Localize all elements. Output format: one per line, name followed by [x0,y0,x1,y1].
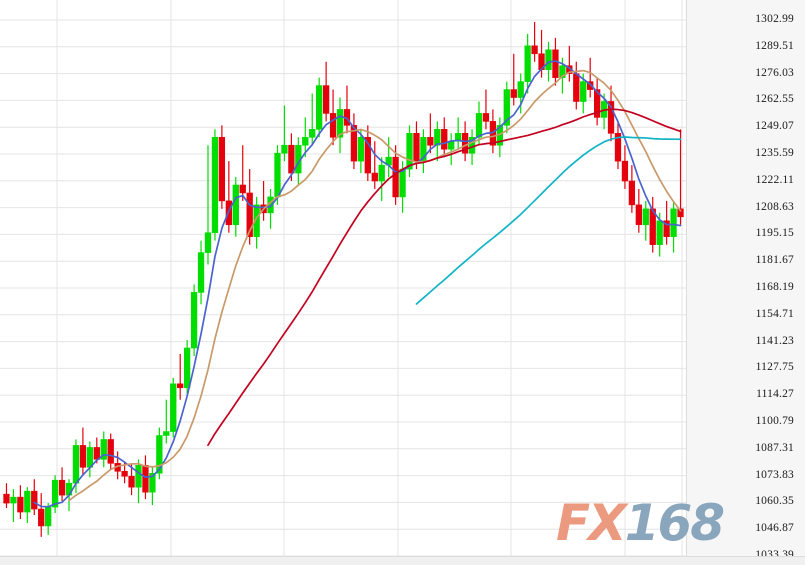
candlestick-chart-svg[interactable] [0,0,686,556]
bottom-axis-strip [0,556,805,565]
ma-line-MA-xlong [415,136,682,305]
price-axis-label: 1046.87 [755,522,794,535]
price-axis-label: 1181.67 [755,254,794,267]
ma-line-MA-short [33,60,682,508]
price-axis-label: 1195.15 [755,227,794,240]
candlestick-series [3,21,684,537]
price-axis-label: 1289.51 [755,39,794,52]
price-axis-label: 1262.55 [755,93,794,106]
price-axis-label: 1100.79 [755,415,794,427]
price-axis-label: 1154.71 [755,307,794,320]
price-axis-label: 1235.59 [755,147,794,159]
price-axis-label: 1114.27 [756,388,794,401]
price-axis-panel[interactable]: 1302.99 1289.51 1276.03 1262.55 1249.07 1235.… [686,0,805,561]
price-axis-label: 1249.07 [755,120,794,133]
price-axis-label: 1276.03 [755,66,794,79]
price-axis-label: 1073.83 [755,468,794,481]
price-axis-label: 1302.99 [755,13,794,25]
grid-lines [0,0,686,556]
price-axis-label: 1087.31 [755,441,794,454]
price-axis-label: 1141.23 [755,334,794,347]
price-axis-label: 1168.19 [755,281,794,293]
price-axis-label: 1222.11 [755,173,794,186]
price-axis-label: 1060.35 [755,495,794,508]
candlestick-plot-area[interactable] [0,0,686,556]
price-axis-label: 1208.63 [755,200,794,213]
ma-line-MA-mid [68,69,682,502]
price-axis-label: 1127.75 [755,361,794,374]
moving-average-lines [33,60,682,508]
ma-line-MA-long [207,108,682,447]
